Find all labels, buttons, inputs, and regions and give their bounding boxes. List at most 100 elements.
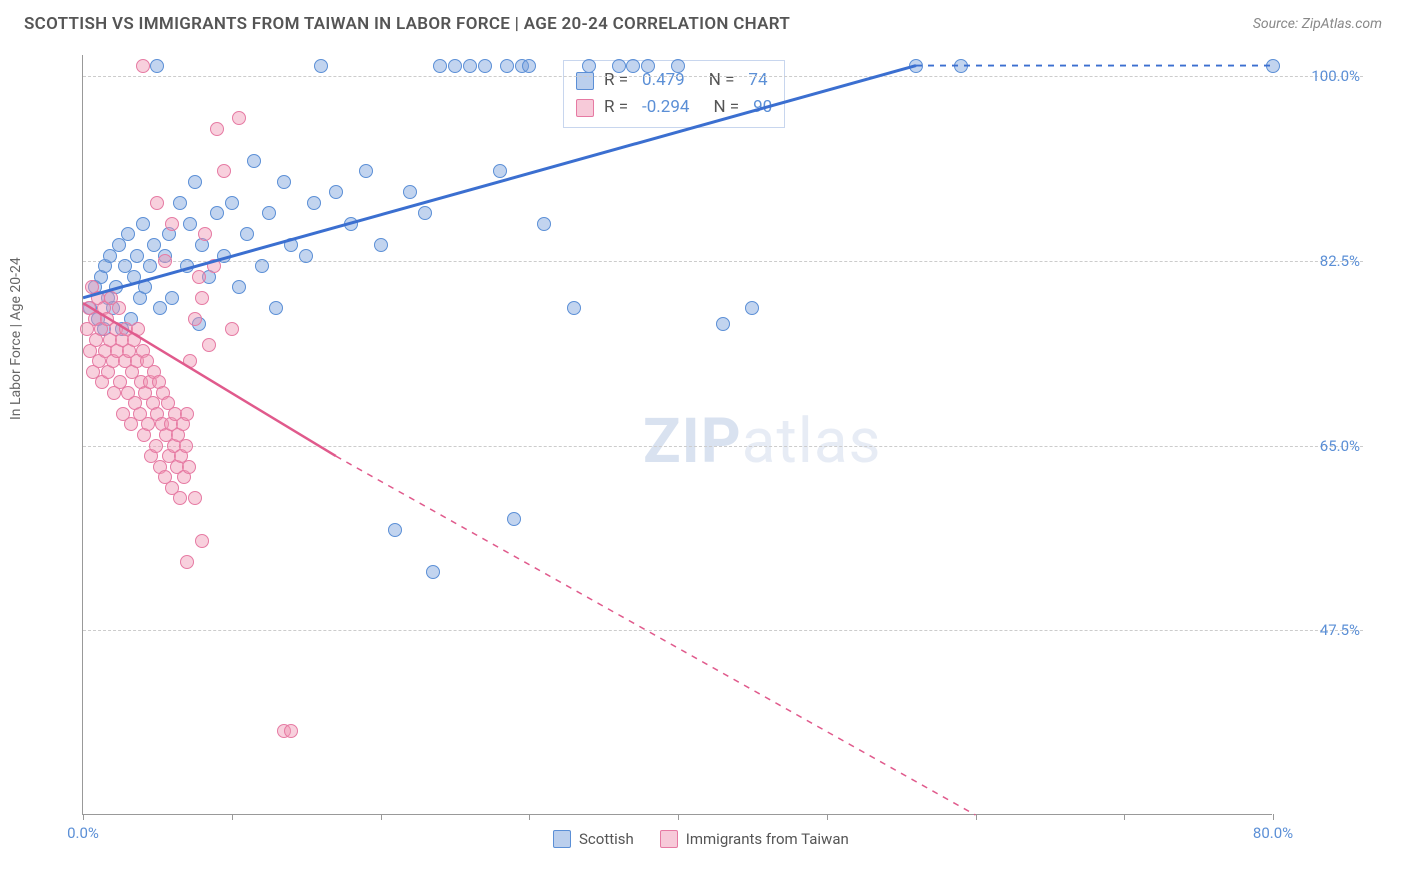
data-point: [180, 259, 194, 273]
data-point: [269, 301, 283, 315]
data-point: [537, 217, 551, 231]
x-tick-label: 80.0%: [1253, 824, 1293, 842]
data-point: [217, 249, 231, 263]
data-point: [195, 534, 209, 548]
data-point: [232, 280, 246, 294]
data-point: [954, 59, 968, 73]
grid-line: [83, 446, 1363, 447]
data-point: [136, 59, 150, 73]
data-point: [188, 312, 202, 326]
data-point: [112, 301, 126, 315]
x-tick: [1124, 814, 1125, 820]
data-point: [403, 185, 417, 199]
data-point: [180, 407, 194, 421]
data-point: [418, 206, 432, 220]
data-point: [716, 317, 730, 331]
data-point: [210, 206, 224, 220]
legend-item-scottish: Scottish: [553, 830, 634, 848]
data-point: [240, 227, 254, 241]
data-point: [130, 249, 144, 263]
data-point: [909, 59, 923, 73]
x-tick: [232, 814, 233, 820]
data-point: [150, 59, 164, 73]
y-tick-label: 100.0%: [1311, 67, 1360, 85]
data-point: [173, 491, 187, 505]
data-point: [344, 217, 358, 231]
data-point: [433, 59, 447, 73]
legend-row-taiwan: R = -0.294 N = 90: [576, 94, 772, 121]
data-point: [188, 175, 202, 189]
data-point: [158, 254, 172, 268]
data-point: [136, 217, 150, 231]
data-point: [671, 59, 685, 73]
data-point: [262, 206, 276, 220]
x-tick: [1273, 814, 1274, 820]
data-point: [210, 122, 224, 136]
data-point: [232, 111, 246, 125]
data-point: [463, 59, 477, 73]
data-point: [1266, 59, 1280, 73]
swatch-icon: [576, 72, 594, 90]
data-point: [173, 196, 187, 210]
data-point: [374, 238, 388, 252]
grid-line: [83, 76, 1363, 77]
data-point: [247, 154, 261, 168]
data-point: [150, 196, 164, 210]
data-point: [255, 259, 269, 273]
swatch-icon: [553, 830, 571, 848]
scatter-plot: ZIPatlas R = 0.479 N = 74 R = -0.294 N =…: [82, 55, 1272, 815]
data-point: [641, 59, 655, 73]
y-tick-label: 82.5%: [1320, 252, 1360, 270]
data-point: [493, 164, 507, 178]
data-point: [225, 322, 239, 336]
data-point: [182, 460, 196, 474]
data-point: [180, 555, 194, 569]
data-point: [612, 59, 626, 73]
swatch-icon: [576, 99, 594, 117]
data-point: [217, 164, 231, 178]
data-point: [426, 565, 440, 579]
data-point: [299, 249, 313, 263]
data-point: [131, 322, 145, 336]
data-point: [165, 291, 179, 305]
data-point: [225, 196, 239, 210]
chart-area: ZIPatlas R = 0.479 N = 74 R = -0.294 N =…: [52, 55, 1392, 815]
data-point: [198, 227, 212, 241]
title-bar: SCOTTISH VS IMMIGRANTS FROM TAIWAN IN LA…: [0, 0, 1406, 44]
data-point: [507, 512, 521, 526]
data-point: [207, 259, 221, 273]
data-point: [183, 217, 197, 231]
data-point: [478, 59, 492, 73]
data-point: [582, 59, 596, 73]
data-point: [745, 301, 759, 315]
data-point: [149, 439, 163, 453]
y-axis-label: In Labor Force | Age 20-24: [8, 257, 24, 420]
x-tick-label: 0.0%: [67, 824, 99, 842]
x-tick: [678, 814, 679, 820]
data-point: [307, 196, 321, 210]
data-point: [329, 185, 343, 199]
swatch-icon: [660, 830, 678, 848]
data-point: [284, 724, 298, 738]
data-point: [500, 59, 514, 73]
source-label: Source: ZipAtlas.com: [1253, 16, 1382, 32]
data-point: [165, 217, 179, 231]
data-point: [138, 280, 152, 294]
data-point: [179, 439, 193, 453]
data-point: [202, 338, 216, 352]
data-point: [127, 270, 141, 284]
x-tick: [976, 814, 977, 820]
grid-line: [83, 261, 1363, 262]
y-tick-label: 47.5%: [1320, 621, 1360, 639]
y-tick-label: 65.0%: [1320, 437, 1360, 455]
data-point: [284, 238, 298, 252]
series-legend: Scottish Immigrants from Taiwan: [553, 830, 849, 848]
data-point: [388, 523, 402, 537]
data-point: [195, 291, 209, 305]
data-point: [143, 259, 157, 273]
legend-item-taiwan: Immigrants from Taiwan: [660, 830, 849, 848]
data-point: [626, 59, 640, 73]
chart-title: SCOTTISH VS IMMIGRANTS FROM TAIWAN IN LA…: [24, 14, 790, 34]
data-point: [567, 301, 581, 315]
data-point: [522, 59, 536, 73]
